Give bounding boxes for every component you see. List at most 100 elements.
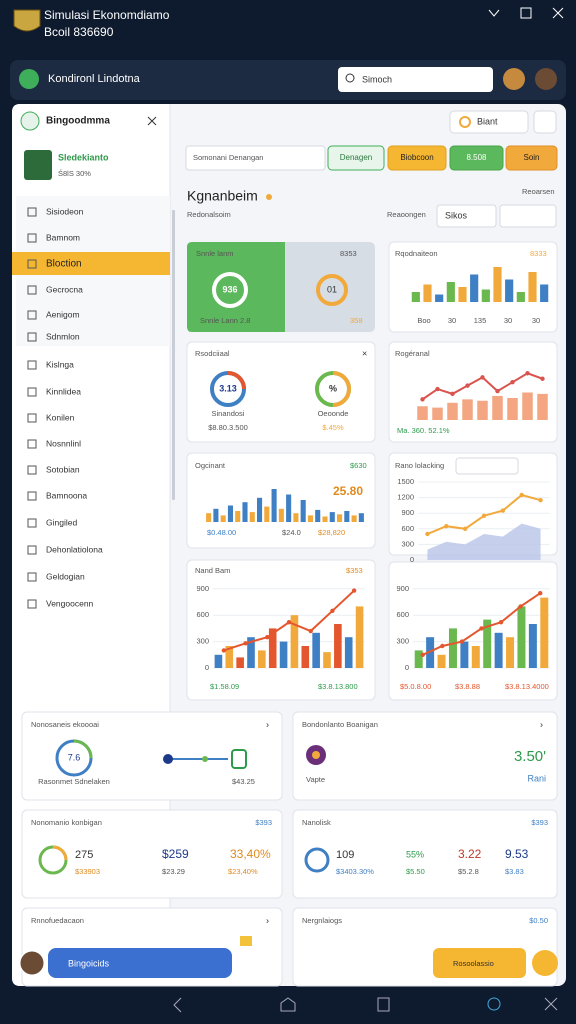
ring-caption: Oeoonde [318,409,349,418]
avatar[interactable] [503,68,525,90]
bar [355,606,364,668]
menu-item[interactable]: Gecrocna [46,284,83,294]
line-point [243,641,248,646]
window-subtitle: Bcoil 836690 [44,25,114,39]
bar [537,393,548,420]
line-point [525,371,530,376]
ring [316,274,348,306]
menu-item[interactable]: Bamnom [46,232,80,242]
ring-segment [332,371,351,407]
panel-sub: $5.50 [406,867,425,876]
menu-item[interactable]: Nosnnlinl [46,438,81,448]
menu-item[interactable]: Konilen [46,412,75,422]
dashboard-title: Kgnanbeim [187,188,258,204]
panel-arrow[interactable]: › [266,915,269,925]
avatar[interactable] [535,68,557,90]
filter-button[interactable] [449,145,504,171]
bottom-fab[interactable] [532,950,558,976]
panel-label: Vapte [306,775,325,784]
bar [432,407,443,420]
top-button-text: Biant [477,116,498,126]
user-avatar[interactable] [19,950,45,976]
card-title: Rano lolacking [395,461,444,470]
line-point [481,513,487,518]
menu-item[interactable]: Kinnlidea [46,386,81,396]
ring-footer: $.45% [322,423,344,432]
card-title: Ogcinant [195,461,226,470]
filter-search[interactable] [185,145,326,171]
bar [358,513,364,522]
menu-item[interactable]: Sisiodeon [46,206,84,216]
bar [257,497,263,522]
area [427,523,541,560]
top-button[interactable] [449,110,529,134]
ring-label: 01 [327,284,337,294]
card-footer: $1.58.09 [210,682,239,691]
bottom-pill[interactable] [48,948,232,978]
filter-search-text: Somonani Denangan [193,153,263,162]
card-green [187,242,285,332]
y-tick-label: 300 [401,539,414,548]
menu-item[interactable]: Dehonlatiolona [46,544,103,554]
bar [528,272,537,302]
menu-item[interactable]: Sdnmlon [46,331,80,341]
bar [492,395,503,420]
panel-sub: $23.29 [162,867,185,876]
panel-arrow[interactable]: › [540,719,543,729]
bar [301,646,310,668]
bar [540,284,549,302]
menu-item[interactable]: Vengoocenn [46,598,94,608]
card-close[interactable]: × [362,348,367,358]
menu-item[interactable]: Kislnga [46,359,74,369]
menu-icon [27,387,37,397]
menu-item[interactable]: Sotobian [46,464,80,474]
ring-segment [227,371,246,390]
window-title: Simulasi Ekonomdiamo [44,8,170,22]
panel-arrow[interactable]: › [266,719,269,729]
nav-icon[interactable] [487,997,501,1011]
card-tools[interactable] [455,457,519,475]
y-tick-label: 0 [410,555,414,564]
menu-item[interactable]: Bamnoona [46,490,87,500]
card-footer: $28,820 [318,528,345,537]
bar [494,632,503,668]
status-dot [266,194,272,200]
menu-item[interactable]: Bloction [46,259,82,270]
filter-button[interactable] [505,145,558,171]
bar [435,294,444,302]
maximize-button[interactable] [520,7,532,19]
menu-item[interactable]: Gingiled [46,517,77,527]
nav-close[interactable] [544,997,558,1011]
panel-title: Nergnlaiogs [302,916,342,925]
card-footer: Snnle Lann 2.8 [200,316,250,325]
menu-item[interactable]: Geldogian [46,571,85,581]
card-title: Rsodciiaal [195,349,230,358]
close-button[interactable] [552,7,564,19]
minimize-button[interactable] [488,9,500,17]
nav-recent[interactable] [377,997,390,1012]
dashboard-corner: Reoarsen [522,187,555,196]
menu-icon [27,332,37,342]
bar [516,292,525,302]
filter-button[interactable] [327,145,385,171]
grid-button[interactable] [533,110,557,134]
bar [507,398,518,420]
search-box[interactable] [338,67,493,92]
filter-select[interactable] [436,204,497,228]
menu-icon [27,491,37,501]
filter-options[interactable] [499,204,557,228]
bottom-action[interactable] [433,948,526,978]
bar [225,646,234,668]
top-button-icon [459,116,471,128]
filter-button[interactable] [387,145,447,171]
menu-icon [27,599,37,609]
line-point [420,397,425,402]
nav-back[interactable] [173,997,182,1013]
card-big-value: 25.80 [333,484,363,498]
menu-item[interactable]: Aenigom [46,309,80,319]
sidebar-close[interactable] [147,116,157,126]
y-tick-label: 600 [196,610,209,619]
nav-home[interactable] [280,997,296,1012]
bar [242,502,248,522]
card-badge: $630 [350,461,367,470]
